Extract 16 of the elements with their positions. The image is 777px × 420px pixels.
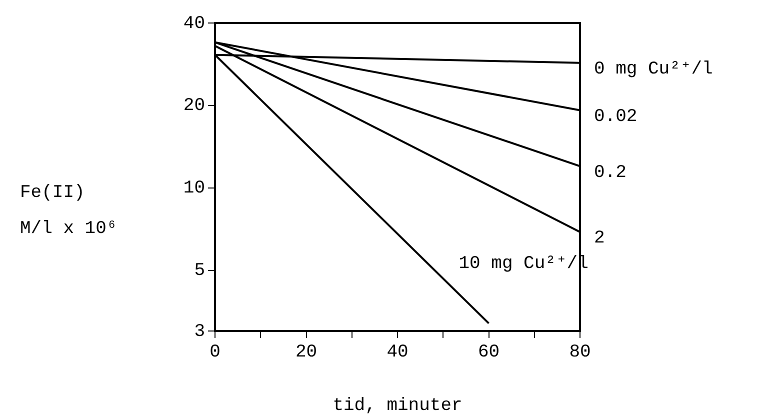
y-tick-label: 5 — [194, 261, 205, 282]
x-tick-label: 20 — [295, 342, 318, 363]
series-label: 0.2 — [594, 162, 626, 183]
y-axis-title: Fe(II) M/l x 10⁶ — [20, 182, 118, 239]
x-tick-label: 80 — [569, 342, 591, 363]
x-tick-label: 40 — [386, 342, 408, 363]
y-tick-label: 20 — [183, 96, 205, 116]
y-tick-label: 40 — [183, 14, 205, 34]
x-tick-label: 0 — [210, 342, 220, 363]
series-label: 2 — [594, 228, 605, 249]
x-axis-title: tid, minuter — [332, 396, 462, 416]
y-tick-label: 3 — [194, 322, 205, 342]
series-label: 0.02 — [594, 107, 638, 128]
x-tick-label: 60 — [478, 342, 500, 363]
y-tick-label: 10 — [183, 178, 205, 199]
series-label: 0 mg Cu²⁺/l — [594, 60, 713, 80]
